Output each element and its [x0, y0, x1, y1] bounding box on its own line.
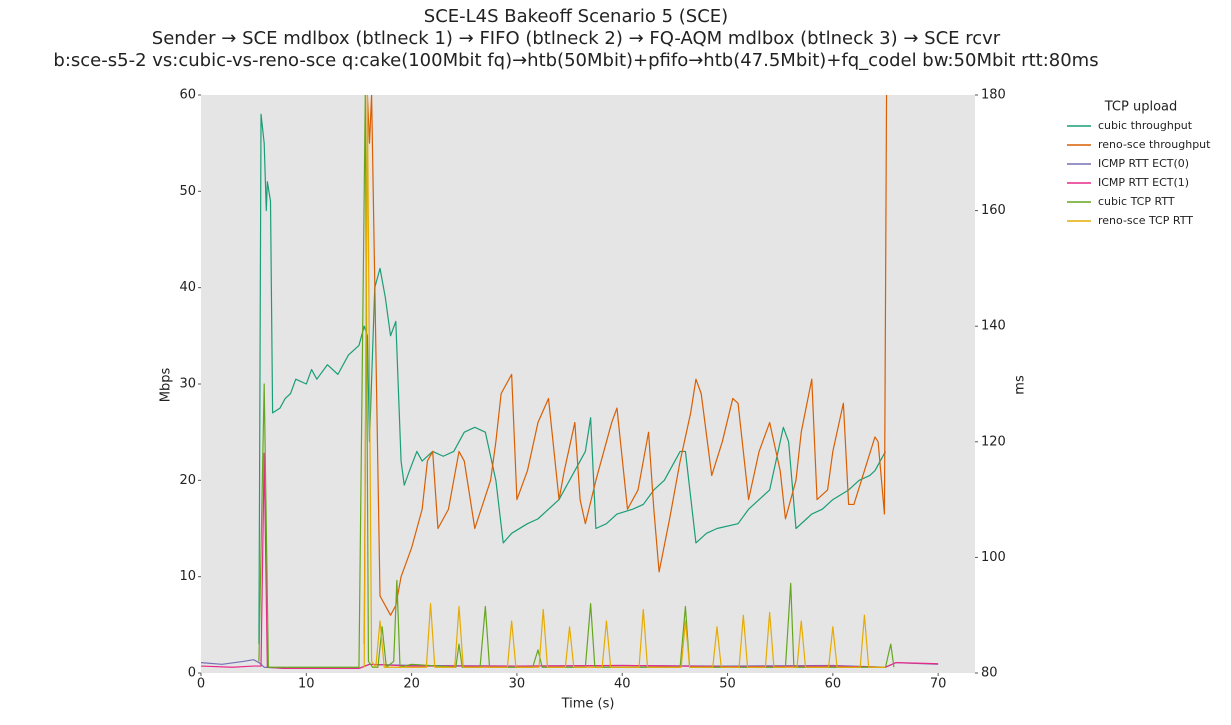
- y-tick-label: 30: [179, 377, 196, 392]
- y2-tick-label: 140: [981, 319, 1006, 334]
- x-tick-label: 20: [403, 677, 420, 692]
- y-tick-label: 0: [188, 666, 196, 681]
- y2-axis-label: ms: [1013, 375, 1028, 395]
- x-tick-label: 30: [509, 677, 526, 692]
- series-line: [363, 95, 888, 645]
- x-tick-label: 50: [719, 677, 736, 692]
- x-tick-label: 60: [825, 677, 842, 692]
- y2-tick-label: 100: [981, 550, 1006, 565]
- y-tick-label: 10: [179, 569, 196, 584]
- legend-label: reno-sce TCP RTT: [1098, 214, 1193, 227]
- y-axis-label: Mbps: [159, 368, 174, 403]
- chart-title: SCE-L4S Bakeoff Scenario 5 (SCE): [424, 6, 728, 27]
- y2-tick-label: 120: [981, 434, 1006, 449]
- x-tick-label: 10: [298, 677, 315, 692]
- chart-subtitle: b:sce-s5-2 vs:cubic-vs-reno-sce q:cake(1…: [53, 50, 1098, 71]
- y2-tick-label: 80: [981, 666, 998, 681]
- series-line: [363, 95, 886, 668]
- plot-lines: [201, 95, 939, 669]
- legend-label: cubic throughput: [1098, 119, 1193, 132]
- legend-label: cubic TCP RTT: [1098, 195, 1175, 208]
- y2-tick-label: 180: [981, 88, 1006, 103]
- chart-subtitle: Sender → SCE mdlbox (btlneck 1) → FIFO (…: [152, 28, 1001, 49]
- legend-label: ICMP RTT ECT(1): [1098, 176, 1189, 189]
- x-tick-label: 0: [197, 677, 205, 692]
- legend-label: ICMP RTT ECT(0): [1098, 157, 1189, 170]
- y-tick-label: 50: [179, 184, 196, 199]
- x-tick-label: 40: [614, 677, 631, 692]
- y-tick-label: 60: [179, 88, 196, 103]
- y2-tick-label: 160: [981, 203, 1006, 218]
- y-tick-label: 40: [179, 280, 196, 295]
- series-line: [201, 452, 939, 669]
- x-axis-label: Time (s): [561, 697, 615, 712]
- legend-label: reno-sce throughput: [1098, 138, 1211, 151]
- plot-area: [201, 95, 975, 673]
- x-tick-label: 70: [930, 677, 947, 692]
- y-tick-label: 20: [179, 473, 196, 488]
- legend-title: TCP upload: [1104, 100, 1178, 115]
- series-line: [258, 113, 887, 645]
